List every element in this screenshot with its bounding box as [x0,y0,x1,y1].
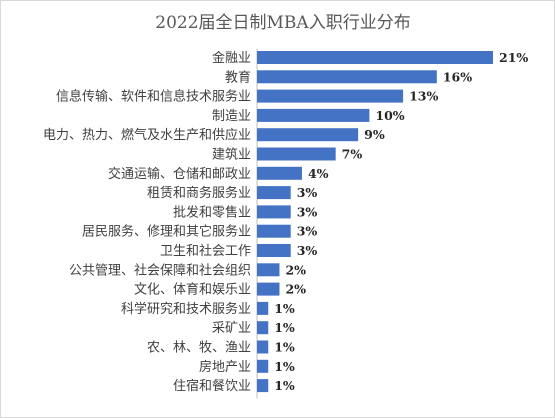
data-label: 1% [274,378,295,393]
data-label: 1% [274,301,295,316]
bar [257,379,269,393]
data-label: 2% [285,262,306,277]
category-label: 交通运输、仓储和邮政业 [108,166,251,182]
bar [257,166,302,180]
category-label: 采矿业 [212,321,251,336]
data-label: 1% [274,359,295,374]
bar [257,340,269,354]
category-label: 建筑业 [212,147,251,163]
category-label: 金融业 [212,50,251,66]
bar [257,108,370,122]
data-label: 9% [364,127,385,142]
bar [257,147,336,161]
bar [257,128,359,142]
category-label: 租赁和商务服务业 [147,185,251,201]
category-label: 电力、热力、燃气及水生产和供应业 [43,127,251,143]
bar [257,70,437,84]
bars-group: 金融业 21% 教育 16% 信息传输、软件和信息技术服务业 13% 制造业 10% 电力、热力… [43,49,528,399]
data-label: 2% [285,282,306,297]
category-label: 居民服务、修理和其它服务业 [82,224,251,240]
category-label: 教育 [225,69,251,85]
data-label: 10% [375,108,404,123]
category-label: 住宿和餐饮业 [173,378,251,394]
category-label: 信息传输、软件和信息技术服务业 [56,89,251,105]
data-label: 21% [499,50,528,65]
bar [257,224,291,238]
data-label: 7% [342,147,363,162]
bar [257,244,291,257]
data-label: 13% [409,89,438,104]
bar [257,89,404,103]
category-label: 公共管理、社会保障和社会组织 [69,262,251,278]
data-label: 1% [274,340,295,355]
bar [257,263,280,277]
data-label: 3% [297,243,318,258]
category-label: 卫生和社会工作 [160,243,251,259]
data-label: 4% [308,166,329,181]
bar [257,51,493,64]
bar [257,301,269,315]
data-label: 1% [274,320,295,335]
chart-title: 2022届全日制MBA入职行业分布 [155,13,410,33]
data-label: 3% [297,204,318,219]
bar [257,321,269,335]
category-label: 制造业 [212,109,251,124]
category-label: 房地产业 [199,359,251,375]
category-label: 批发和零售业 [173,204,251,220]
bar [257,282,280,296]
category-label: 科学研究和技术服务业 [121,301,251,317]
data-label: 3% [297,224,318,239]
category-label: 农、林、牧、渔业 [147,341,251,356]
data-label: 16% [443,69,472,84]
bar [257,205,291,219]
bar [257,186,291,200]
bar [257,359,269,373]
category-label: 文化、体育和娱乐业 [134,282,251,298]
data-label: 3% [297,185,318,200]
